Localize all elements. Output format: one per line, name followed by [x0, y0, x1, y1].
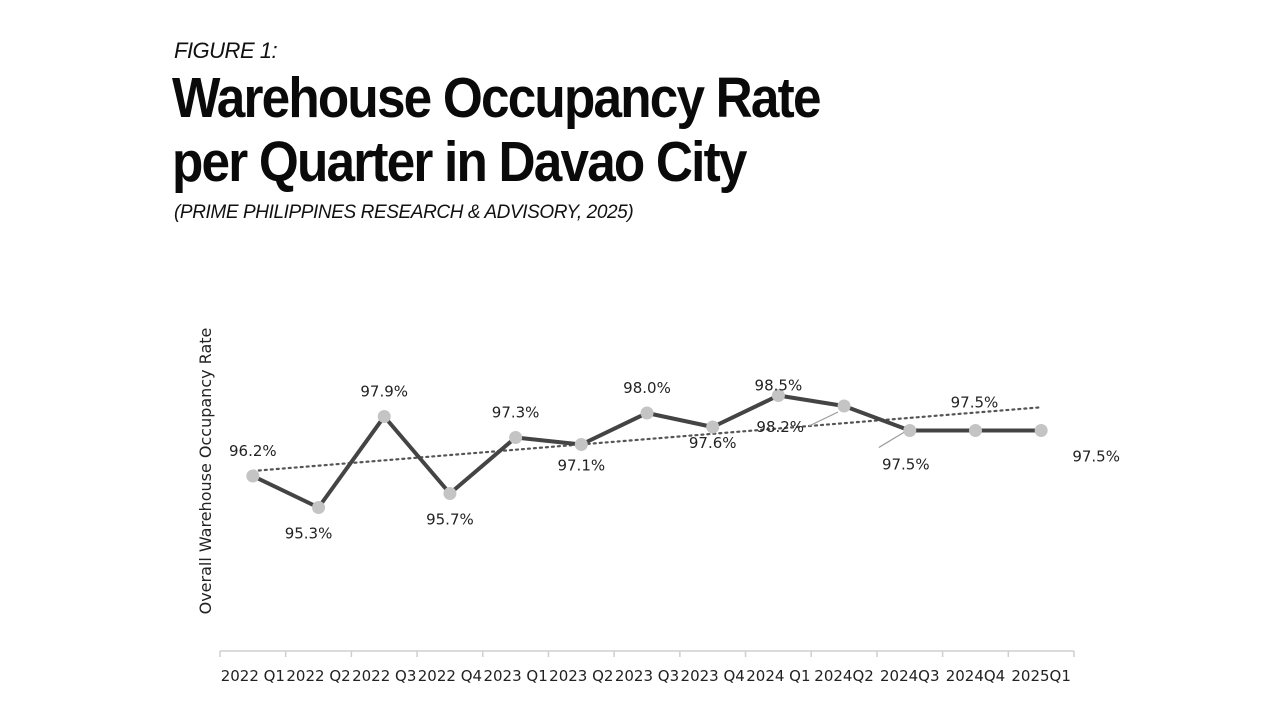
data-point — [837, 399, 851, 413]
label-leader-line — [878, 431, 905, 449]
data-point — [509, 431, 523, 444]
data-label: 98.5% — [755, 377, 803, 395]
data-point — [640, 406, 654, 420]
figure-label: FIGURE 1: — [174, 38, 278, 63]
data-label: 97.6% — [689, 434, 737, 452]
x-tick-label: 2024 Q1 — [746, 667, 810, 685]
data-label: 97.3% — [492, 404, 540, 422]
x-tick-label: 2024Q4 — [946, 667, 1006, 685]
data-label: 95.3% — [285, 525, 333, 543]
x-tick-label: 2024Q2 — [814, 667, 874, 685]
data-label-layer: 96.2% 95.3% 97.9% 95.7% 97.3% 97.1% 98.0% 97.6%… — [229, 377, 1120, 543]
chart-title-line-2: per Quarter in Davao City — [172, 130, 747, 194]
data-label: 97.9% — [360, 383, 408, 401]
data-point — [771, 389, 785, 402]
chart-title-line-1: Warehouse Occupancy Rate — [172, 66, 821, 130]
data-point-layer — [246, 389, 1048, 514]
chart-subtitle: (PRIME PHILIPPINES RESEARCH & ADVISORY, … — [174, 202, 634, 223]
data-label: 98.2% — [756, 418, 804, 436]
x-tick-label: 2025Q1 — [1011, 667, 1071, 685]
data-point — [246, 469, 260, 483]
data-point — [377, 410, 391, 423]
data-point — [1034, 424, 1048, 437]
data-point — [706, 420, 720, 434]
x-tick-label: 2022 Q2 — [286, 667, 350, 685]
data-point — [903, 424, 917, 437]
trendline-layer — [251, 406, 1043, 473]
data-label: 98.0% — [623, 379, 671, 397]
x-tick-label: 2022 Q1 — [221, 667, 285, 685]
data-label: 95.7% — [426, 511, 474, 529]
x-tick-label: 2023 Q4 — [681, 667, 745, 685]
x-tick-label: 2023 Q1 — [483, 667, 547, 685]
data-label: 97.5% — [882, 456, 930, 474]
x-tick-label: 2023 Q3 — [615, 667, 679, 685]
trendline — [251, 406, 1043, 473]
data-point — [574, 438, 588, 451]
data-label: 96.2% — [229, 442, 277, 460]
x-tick-label: 2024Q3 — [880, 667, 940, 685]
data-label: 97.5% — [1072, 448, 1120, 466]
chart-title: Warehouse Occupancy Rate per Quarter in … — [172, 66, 982, 194]
data-label: 97.1% — [557, 457, 605, 475]
x-axis: 2022 Q1 2022 Q2 2022 Q3 2022 Q4 2023 Q1 2023 … — [219, 650, 1075, 685]
y-axis-label: Overall Warehouse Occupancy Rate — [196, 328, 215, 615]
data-point — [443, 487, 457, 500]
label-leader-line — [808, 411, 839, 427]
data-point — [968, 424, 982, 437]
x-tick-label: 2022 Q3 — [352, 667, 416, 685]
x-tick-label: 2022 Q4 — [418, 667, 482, 685]
data-point — [312, 501, 326, 514]
x-tick-label: 2023 Q2 — [549, 667, 613, 685]
data-label: 97.5% — [951, 394, 999, 412]
